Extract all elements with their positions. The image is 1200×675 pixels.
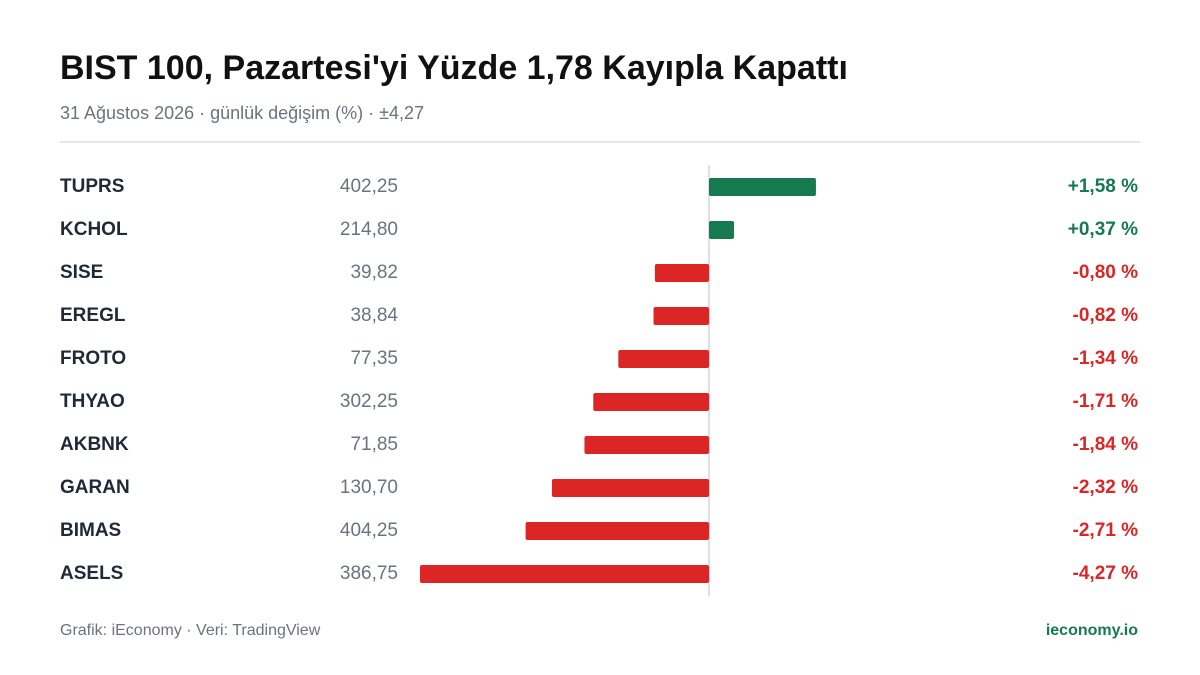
ticker-label: EREGL <box>60 305 126 326</box>
ticker-label: FROTO <box>60 348 126 369</box>
ticker-label: SISE <box>60 262 103 283</box>
price-label: 38,84 <box>350 305 398 326</box>
value-label: -1,71 % <box>1073 391 1139 412</box>
bar <box>551 479 709 497</box>
value-label: -2,32 % <box>1073 477 1139 498</box>
ticker-label: THYAO <box>60 391 125 412</box>
price-label: 402,25 <box>340 176 398 197</box>
bar <box>709 221 735 239</box>
value-label: -0,82 % <box>1073 305 1139 326</box>
value-label: +0,37 % <box>1068 219 1138 240</box>
value-label: -4,27 % <box>1073 563 1139 584</box>
bar <box>653 307 709 325</box>
bar <box>525 522 709 540</box>
price-label: 302,25 <box>340 391 398 412</box>
bar <box>709 178 816 196</box>
price-label: 39,82 <box>350 262 398 283</box>
bar <box>654 264 709 282</box>
price-label: 214,80 <box>340 219 398 240</box>
bar <box>618 350 709 368</box>
bar <box>593 393 709 411</box>
chart-title: BIST 100, Pazartesi'yi Yüzde 1,78 Kayıpl… <box>60 49 848 87</box>
chart-subtitle: 31 Ağustos 2026 · günlük değişim (%) · ±… <box>60 103 424 123</box>
ticker-label: TUPRS <box>60 176 124 197</box>
ticker-label: GARAN <box>60 477 130 498</box>
price-label: 77,35 <box>350 348 398 369</box>
price-label: 130,70 <box>340 477 398 498</box>
ticker-label: AKBNK <box>60 434 129 455</box>
source-note: Grafik: iEconomy · Veri: TradingView <box>60 622 321 639</box>
ticker-label: ASELS <box>60 563 123 584</box>
brand: ieconomy.io <box>1046 622 1138 639</box>
value-label: -2,71 % <box>1073 520 1139 541</box>
value-label: +1,58 % <box>1068 176 1138 197</box>
ticker-label: KCHOL <box>60 219 128 240</box>
price-label: 71,85 <box>350 434 398 455</box>
value-label: -1,34 % <box>1073 348 1139 369</box>
value-label: -0,80 % <box>1073 262 1139 283</box>
price-label: 404,25 <box>340 520 398 541</box>
bar <box>420 565 709 583</box>
price-label: 386,75 <box>340 563 398 584</box>
bar <box>584 436 709 454</box>
ticker-label: BIMAS <box>60 520 121 541</box>
value-label: -1,84 % <box>1073 434 1139 455</box>
